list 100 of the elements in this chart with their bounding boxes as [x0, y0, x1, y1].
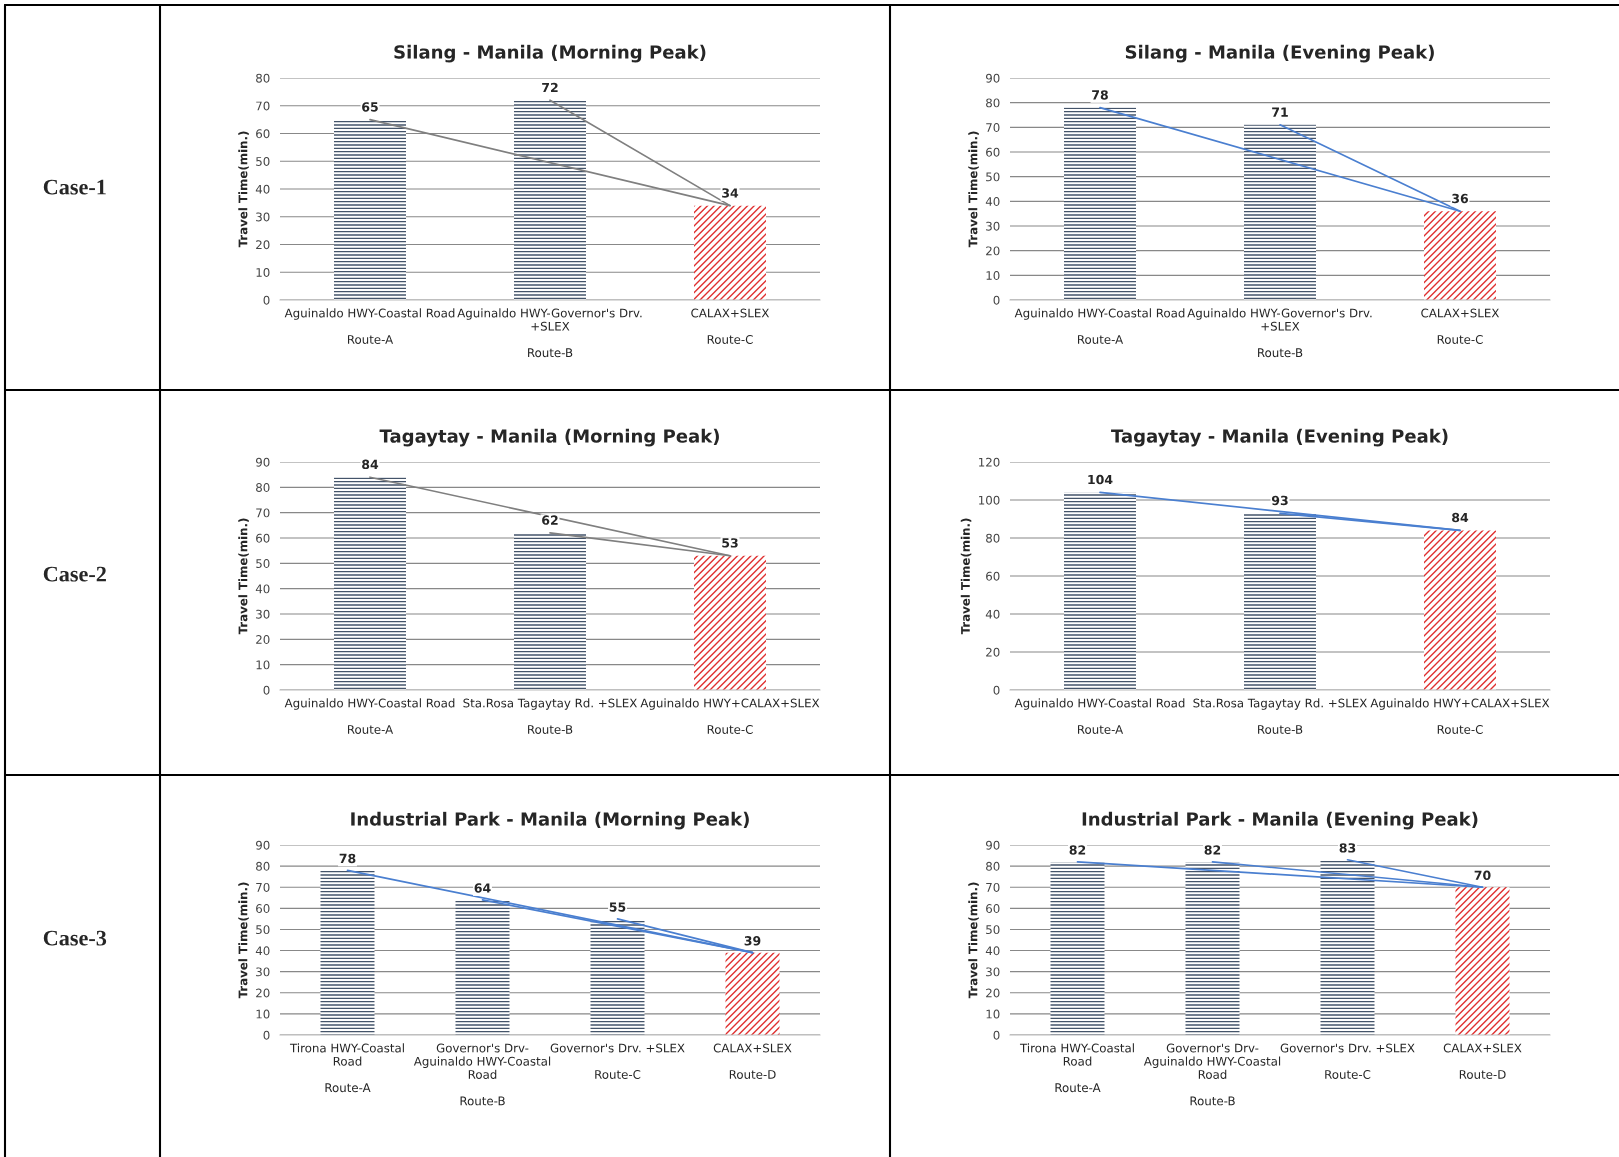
category-label: Sta.Rosa Tagaytay Rd. +SLEX Route-B — [463, 698, 637, 734]
y-tick-label: 80 — [986, 861, 1000, 871]
category-label: Aguinaldo HWY-Coastal Road Route-A — [1014, 308, 1185, 344]
y-tick-label: 60 — [986, 571, 1000, 581]
y-tick-label: 90 — [256, 457, 270, 467]
data-label: 72 — [542, 82, 558, 93]
y-tick-label: 50 — [986, 172, 1000, 182]
y-tick-label: 90 — [986, 73, 1000, 83]
y-tick-label: 20 — [986, 246, 1000, 256]
y-tick-label: 20 — [986, 988, 1000, 998]
text: Case-3 — [43, 930, 107, 946]
category-label: CALAX+SLEX Route-D — [713, 1043, 792, 1079]
chart-title: Silang - Manila (Evening Peak) — [1125, 44, 1434, 63]
data-label: 71 — [1272, 107, 1288, 117]
y-tick-label: 10 — [256, 660, 270, 670]
data-label: 64 — [474, 883, 491, 893]
y-tick-label: 40 — [255, 584, 270, 594]
chart-title: Tagaytay - Manila (Evening Peak) — [1111, 428, 1448, 447]
y-tick-label: 0 — [263, 685, 270, 695]
data-label: 39 — [744, 936, 761, 946]
y-axis-title: Travel Time(min.) — [960, 518, 972, 635]
y-tick-label: 70 — [986, 882, 1000, 892]
data-label: 93 — [1271, 495, 1288, 506]
data-label: 82 — [1204, 845, 1221, 855]
y-axis-title: Travel Time(min.) — [238, 518, 249, 635]
y-tick-label: 70 — [256, 882, 270, 892]
y-tick-label: 0 — [993, 685, 1000, 695]
data-label: 84 — [362, 459, 379, 470]
data-label: 55 — [609, 902, 626, 912]
data-label: 34 — [722, 188, 739, 198]
category-label: Aguinaldo HWY-Coastal Road Route-A — [284, 308, 455, 344]
category-label: Tirona HWY-Coastal Road Route-A — [1019, 1043, 1134, 1093]
category-label: CALAX+SLEX Route-C — [691, 308, 770, 344]
y-tick-label: 0 — [263, 1030, 270, 1040]
data-label: 104 — [1088, 474, 1113, 485]
y-tick-label: 40 — [985, 197, 1000, 206]
chart-title: Industrial Park - Manila (Morning Peak) — [351, 811, 749, 830]
category-label: Tirona HWY-Coastal Road Route-A — [289, 1043, 404, 1093]
category-label: Governor's Drv. +SLEX Route-C — [1280, 1043, 1415, 1079]
y-tick-label: 60 — [986, 904, 1000, 913]
y-tick-label: 80 — [986, 98, 1000, 108]
data-label: 83 — [1339, 843, 1356, 853]
y-tick-label: 0 — [993, 1030, 1000, 1040]
y-tick-label: 40 — [255, 946, 270, 956]
y-tick-label: 0 — [993, 295, 1000, 305]
chart-title: Tagaytay - Manila (Morning Peak) — [379, 428, 719, 447]
y-tick-label: 10 — [256, 1009, 270, 1019]
text: Case-2 — [43, 566, 106, 582]
data-label: 78 — [1092, 90, 1108, 100]
y-tick-label: 40 — [985, 946, 1000, 956]
y-tick-label: 70 — [986, 123, 1000, 132]
category-label: Sta.Rosa Tagaytay Rd. +SLEX Route-B — [1193, 698, 1367, 734]
y-tick-label: 100 — [979, 495, 1000, 505]
y-tick-label: 30 — [986, 967, 1000, 977]
category-label: Aguinaldo HWY+CALAX+SLEX Route-C — [1370, 698, 1550, 734]
data-label: 82 — [1069, 845, 1086, 855]
y-tick-label: 20 — [256, 240, 270, 250]
y-tick-label: 80 — [256, 73, 270, 83]
y-tick-label: 40 — [985, 609, 1000, 619]
y-tick-label: 80 — [256, 483, 270, 492]
y-tick-label: 10 — [986, 1009, 1000, 1019]
data-label: 65 — [362, 102, 378, 112]
y-tick-label: 30 — [986, 221, 1000, 231]
text: Case-1 — [43, 179, 106, 195]
data-label: 62 — [542, 515, 558, 525]
y-tick-label: 30 — [256, 967, 270, 977]
y-tick-label: 10 — [986, 271, 1000, 280]
y-tick-label: 10 — [256, 267, 270, 277]
category-label: Aguinaldo HWY-Coastal Road Route-A — [1014, 698, 1185, 734]
y-axis-title: Travel Time(min.) — [968, 882, 979, 999]
y-tick-label: 90 — [256, 840, 270, 850]
y-tick-label: 50 — [256, 925, 270, 935]
category-label: Governor's Drv. +SLEX Route-C — [550, 1043, 685, 1079]
y-tick-label: 50 — [986, 925, 1000, 935]
y-tick-label: 40 — [255, 184, 270, 194]
data-label: 36 — [1452, 193, 1469, 204]
y-tick-label: 80 — [256, 861, 270, 871]
y-tick-label: 60 — [256, 129, 270, 139]
y-tick-label: 50 — [256, 559, 270, 568]
category-label: Aguinaldo HWY+CALAX+SLEX Route-C — [640, 698, 820, 734]
y-axis-title: Travel Time(min.) — [968, 131, 979, 248]
category-label: Governor's Drv- Aguinaldo HWY-Coastal Road Route-B — [1143, 1043, 1281, 1106]
y-tick-label: 30 — [256, 212, 270, 222]
y-tick-label: 50 — [256, 156, 270, 166]
y-tick-label: 60 — [986, 147, 1000, 157]
chart-title: Silang - Manila (Morning Peak) — [394, 44, 706, 63]
data-label: 53 — [722, 538, 738, 548]
y-tick-label: 70 — [256, 508, 270, 518]
data-label: 70 — [1474, 870, 1491, 881]
chart-title: Industrial Park - Manila (Evening Peak) — [1082, 811, 1478, 830]
y-tick-label: 90 — [986, 840, 1000, 850]
y-tick-label: 0 — [263, 295, 270, 305]
category-label: CALAX+SLEX Route-D — [1443, 1043, 1522, 1079]
y-tick-label: 80 — [986, 533, 1000, 543]
y-tick-label: 30 — [256, 609, 270, 619]
data-label: 78 — [339, 853, 356, 864]
y-tick-label: 20 — [256, 988, 270, 998]
category-label: CALAX+SLEX Route-C — [1421, 308, 1500, 344]
y-axis-title: Travel Time(min.) — [238, 882, 249, 999]
data-label: 84 — [1452, 512, 1469, 523]
